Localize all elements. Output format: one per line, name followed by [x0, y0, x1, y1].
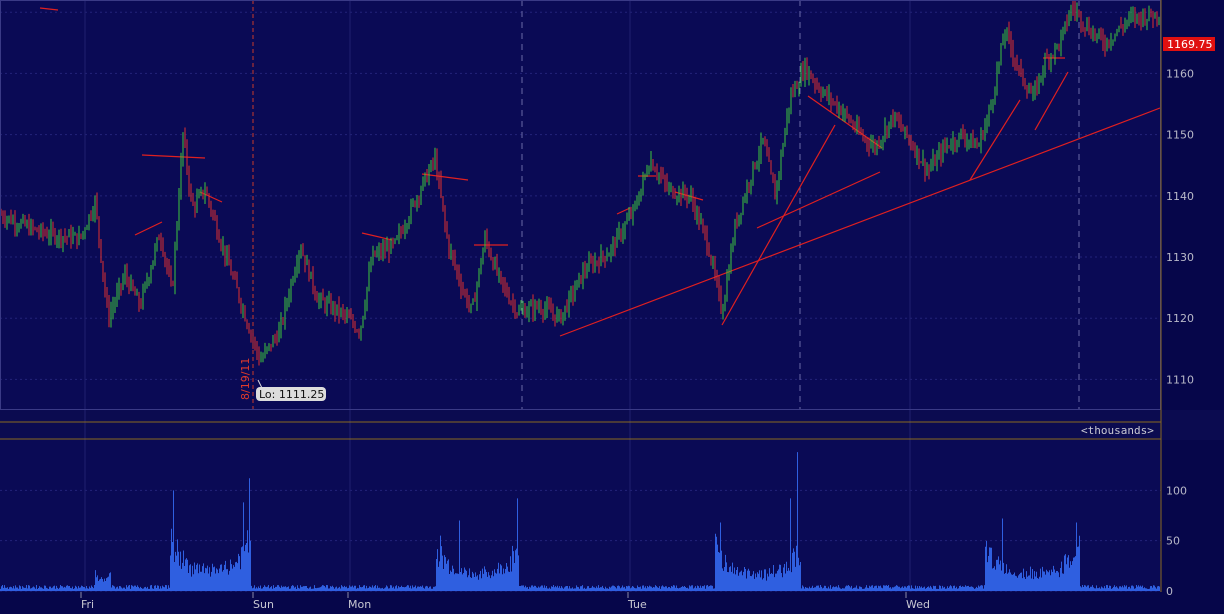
date-marker-label: 8/19/11: [239, 358, 252, 400]
volume-tick-label: 0: [1166, 585, 1173, 598]
volume-tick-label: 100: [1166, 484, 1187, 497]
level-line: [421, 173, 469, 181]
day-label: Mon: [348, 598, 371, 611]
trend-line: [969, 99, 1021, 181]
trend-line: [721, 124, 836, 326]
day-separators: [521, 0, 1080, 410]
price-axis: 1110 1120 1130 1140 1150 1160: [1166, 67, 1194, 386]
volume-units-label: <thousands>: [1081, 424, 1154, 437]
trend-lines: [39, 7, 1161, 337]
low-label: Lo: 1111.25: [259, 388, 324, 401]
price-tick-label: 1140: [1166, 190, 1194, 203]
price-candles: [0, 0, 1160, 366]
trend-line: [1034, 71, 1069, 131]
low-label-pointer: [257, 379, 263, 389]
day-label: Fri: [81, 598, 94, 611]
level-line: [39, 7, 59, 11]
level-line: [616, 207, 631, 215]
price-tick-label: 1130: [1166, 251, 1194, 264]
day-axis: Fri Sun Mon Tue Wed: [80, 592, 930, 611]
day-label: Wed: [906, 598, 930, 611]
price-pane-bg: [0, 0, 1161, 410]
trend-line: [756, 171, 881, 229]
right-axis-bg: [1161, 0, 1224, 614]
trend-line: [559, 107, 1161, 337]
pane-separator: [0, 410, 1224, 440]
level-line: [134, 221, 163, 236]
price-tick-label: 1160: [1166, 67, 1194, 80]
volume-bars: [0, 452, 1160, 591]
volume-axis: 0 50 100: [1166, 484, 1187, 598]
last-price-badge: [1163, 37, 1215, 51]
day-label: Tue: [627, 598, 647, 611]
volume-pane-bg: [0, 440, 1161, 592]
volume-tick-label: 50: [1166, 535, 1180, 548]
price-tick-label: 1110: [1166, 373, 1194, 386]
price-tick-label: 1120: [1166, 312, 1194, 325]
day-label: Sun: [253, 598, 274, 611]
level-line: [141, 154, 206, 159]
last-price-label: 1169.75: [1167, 38, 1213, 51]
low-label-box: [256, 387, 326, 401]
level-line: [199, 191, 223, 203]
price-tick-label: 1150: [1166, 129, 1194, 142]
